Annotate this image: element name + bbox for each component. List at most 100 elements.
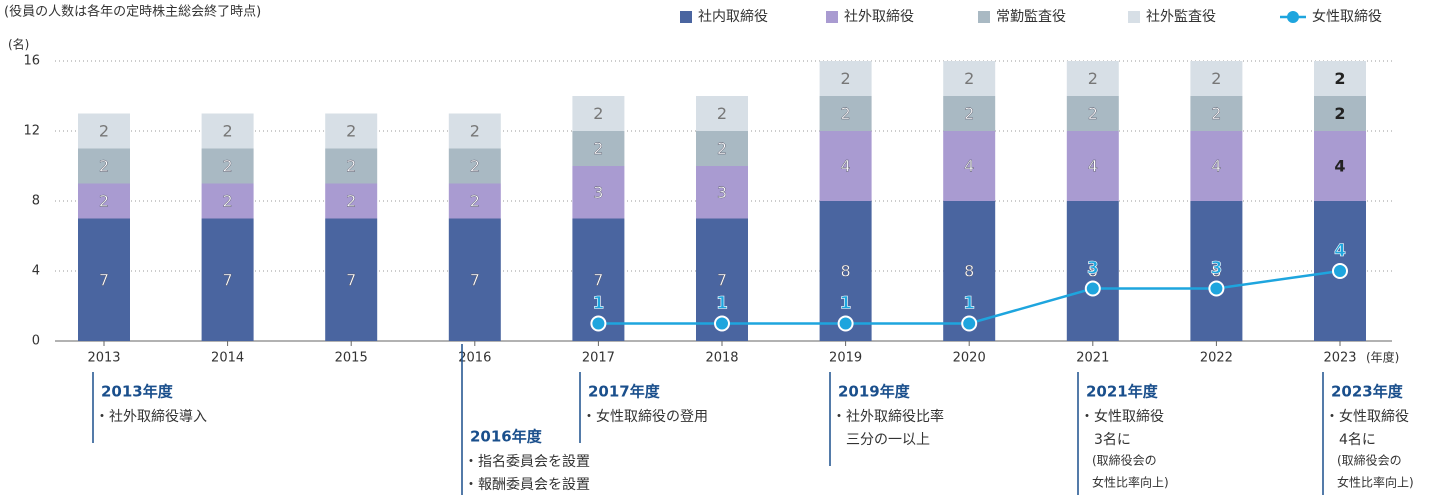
bar-segment — [696, 166, 748, 219]
annotation-title: 2013年度 — [101, 383, 174, 401]
bar-value-label: 7 — [223, 270, 233, 289]
legend-label: 社外監査役 — [1146, 8, 1216, 25]
legend-swatch — [826, 11, 838, 23]
bar-segment — [1190, 131, 1243, 201]
y-axis-label: (名) — [8, 37, 29, 52]
line-point — [590, 315, 607, 332]
annotation-line: 3名に — [1080, 432, 1131, 448]
line-value-label: 1 — [840, 294, 852, 314]
x-tick-label: 2023 — [1323, 351, 1356, 366]
annotation-title: 2023年度 — [1331, 383, 1404, 401]
legend-label: 女性取締役 — [1312, 8, 1382, 25]
bar-value-label: 3 — [593, 183, 603, 202]
bar-segment — [201, 183, 254, 219]
annotation-line: ・女性取締役 — [1080, 408, 1164, 425]
bar-segment — [78, 183, 130, 219]
bar-segment — [448, 218, 501, 341]
annotation-line: (取締役会の — [1080, 453, 1157, 468]
bar-value-label: 2 — [1334, 69, 1345, 88]
bar-value-label: 2 — [346, 122, 356, 141]
bar-value-label: 7 — [346, 270, 356, 289]
bar-value-label: 8 — [1211, 262, 1221, 281]
annotation-line: (取締役会の — [1325, 453, 1402, 468]
annotation-line: 三分の一以上 — [832, 432, 930, 448]
bar-value-label: 7 — [593, 270, 603, 289]
bar-segment — [1066, 61, 1119, 96]
bar-value-label: 2 — [470, 157, 480, 176]
bar-value-label: 4 — [1211, 157, 1221, 176]
bar-value-label: 2 — [1334, 104, 1345, 123]
y-tick-label: 12 — [23, 124, 40, 139]
y-tick-label: 0 — [32, 334, 40, 349]
bar-value-label: 8 — [1088, 262, 1098, 281]
legend-swatch — [978, 11, 990, 23]
bar-value-label: 2 — [223, 192, 233, 211]
x-tick-label: 2018 — [705, 351, 738, 366]
annotation-line: 女性比率向上) — [1080, 475, 1169, 490]
bar-segment — [201, 148, 254, 184]
bar-value-label: 7 — [470, 270, 480, 289]
annotation-title: 2021年度 — [1086, 383, 1159, 401]
bar-value-label: 2 — [346, 192, 356, 211]
bar-value-label: 2 — [470, 122, 480, 141]
x-tick-label: 2013 — [87, 351, 120, 366]
bar-segment — [325, 183, 378, 219]
bar-segment — [572, 166, 625, 219]
x-tick-label: 2019 — [829, 351, 862, 366]
bar-value-label: 2 — [841, 69, 851, 88]
bar-segment — [448, 183, 501, 219]
bar-segment — [1066, 201, 1119, 341]
bar-segment — [819, 131, 872, 201]
bar-value-label: 2 — [1211, 104, 1221, 123]
bar-value-label: 2 — [223, 122, 233, 141]
bar-value-label: 8 — [841, 262, 851, 281]
bar-segment — [696, 96, 748, 131]
bar-value-label: 2 — [593, 139, 603, 158]
line-point — [1208, 280, 1225, 297]
y-tick-label: 8 — [32, 194, 40, 209]
bar-value-label: 7 — [99, 270, 109, 289]
x-axis-label: (年度) — [1366, 350, 1399, 365]
bar-segment — [325, 113, 378, 149]
bar-segment — [1190, 96, 1243, 131]
bar-segment — [572, 96, 625, 131]
bar-segment — [943, 96, 996, 131]
bar-value-label: 2 — [717, 139, 727, 158]
bar-value-label: 7 — [717, 270, 727, 289]
bar-value-label: 4 — [964, 157, 974, 176]
annotation-line: ・女性取締役の登用 — [582, 408, 708, 425]
x-tick-label: 2016 — [458, 351, 491, 366]
annotation-line: ・社外取締役比率 — [832, 408, 944, 425]
line-value-label: 1 — [963, 294, 975, 314]
bar-segment — [1314, 131, 1366, 201]
bar-segment — [325, 148, 378, 184]
bar-value-label: 2 — [717, 104, 727, 123]
bar-value-label: 2 — [223, 157, 233, 176]
bar-segment — [1314, 96, 1366, 131]
bar-value-label: 2 — [99, 157, 109, 176]
line-value-label: 3 — [1087, 259, 1099, 279]
bar-value-label: 4 — [1334, 157, 1345, 176]
bar-value-label: 2 — [593, 104, 603, 123]
bar-value-label: 4 — [1088, 157, 1098, 176]
bar-segment — [448, 113, 501, 149]
subtitle: (役員の人数は各年の定時株主総会終了時点) — [4, 4, 261, 20]
legend-label: 社外取締役 — [844, 8, 914, 25]
bar-segment — [325, 218, 378, 341]
x-tick-label: 2022 — [1200, 351, 1233, 366]
line-point — [1084, 280, 1101, 297]
bar-segment — [1190, 201, 1243, 341]
annotation-title: 2016年度 — [470, 428, 543, 446]
line-point — [837, 315, 854, 332]
bar-value-label: 2 — [346, 157, 356, 176]
bar-segment — [78, 218, 130, 341]
bar-value-label: 2 — [1088, 104, 1098, 123]
bar-segment — [1066, 96, 1119, 131]
bar-value-label: 2 — [1088, 69, 1098, 88]
line-value-label: 4 — [1334, 241, 1346, 261]
line-point — [961, 315, 978, 332]
legend-label: 社内取締役 — [698, 8, 768, 25]
bar-value-label: 4 — [841, 157, 851, 176]
bar-value-label: 2 — [99, 192, 109, 211]
bar-segment — [819, 96, 872, 131]
